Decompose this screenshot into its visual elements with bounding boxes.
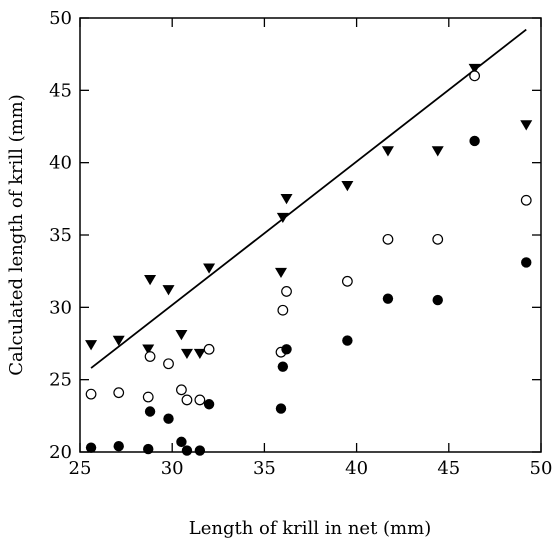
y-tick-label: 25 xyxy=(49,370,72,391)
reference-line-layer xyxy=(90,28,527,369)
filled-circle-point xyxy=(113,441,124,452)
filled-circle-point xyxy=(382,293,394,304)
x-axis-title: Length of krill in net (mm) xyxy=(189,518,431,538)
triangle-point xyxy=(280,194,293,205)
open-circle-point xyxy=(469,70,481,82)
triangle-point xyxy=(381,146,394,157)
open-circle-point xyxy=(85,388,97,400)
y-tick-label: 45 xyxy=(49,80,72,101)
y-tick-label: 35 xyxy=(49,225,72,246)
open-circle-point xyxy=(281,286,292,297)
open-circle-point xyxy=(144,351,156,362)
triangle-point xyxy=(193,348,206,360)
triangle-point xyxy=(274,267,287,279)
filled-circle-point xyxy=(144,406,156,417)
filled-circle-point xyxy=(432,294,443,306)
x-tick-label: 50 xyxy=(530,458,553,479)
open-circle-point xyxy=(432,233,444,245)
open-circle-point xyxy=(382,233,394,245)
filled-circle-point xyxy=(85,442,97,453)
y-axis-title: Calculated length of krill (mm) xyxy=(6,94,27,376)
open-circle-point xyxy=(194,394,206,406)
y-tick-label: 30 xyxy=(49,297,72,318)
triangle-point xyxy=(175,330,188,341)
y-tick-label: 20 xyxy=(49,442,72,463)
filled-circle-point xyxy=(176,436,187,448)
triangle-point xyxy=(431,146,444,157)
x-tick-label: 25 xyxy=(69,458,92,479)
triangle-point xyxy=(203,263,216,274)
filled-circle-point xyxy=(163,413,174,424)
filled-circle-point xyxy=(342,335,353,346)
open-circle-point xyxy=(142,391,154,403)
filled-circle-point xyxy=(181,445,193,456)
y-tick-label: 50 xyxy=(49,8,72,29)
triangle-point xyxy=(468,63,481,75)
x-tick-label: 30 xyxy=(161,458,184,479)
triangle-point xyxy=(85,340,98,351)
x-tick-label: 45 xyxy=(437,458,460,479)
open-circle-point xyxy=(520,194,532,206)
triangle-point xyxy=(142,344,155,355)
x-tick-label: 40 xyxy=(345,458,368,479)
open-circle-point xyxy=(203,343,215,355)
triangle-point xyxy=(144,275,157,286)
open-circle-point xyxy=(277,304,289,316)
open-circle-point xyxy=(176,384,187,396)
filled-circle-point xyxy=(275,403,287,414)
plot-frame xyxy=(79,17,542,453)
triangle-point xyxy=(180,348,193,360)
data-points xyxy=(85,63,533,456)
filled-circle-point xyxy=(469,135,480,147)
filled-circle-point xyxy=(281,344,292,355)
open-circle-point xyxy=(113,387,125,399)
filled-circle-point xyxy=(521,257,532,268)
open-circle-point xyxy=(181,394,193,406)
filled-circle-point xyxy=(277,361,289,372)
filled-circle-point xyxy=(203,399,215,410)
open-circle-point xyxy=(163,358,174,370)
filled-circle-point xyxy=(143,443,154,455)
triangle-point xyxy=(341,181,354,192)
x-tick-label: 35 xyxy=(253,458,276,479)
open-circle-point xyxy=(341,275,353,287)
triangle-point xyxy=(112,335,125,347)
triangle-point xyxy=(162,285,175,296)
triangle-point xyxy=(520,120,533,131)
triangle-point xyxy=(276,212,289,224)
reference-line xyxy=(90,28,527,369)
filled-circle-point xyxy=(194,445,206,456)
y-tick-label: 40 xyxy=(49,153,72,174)
